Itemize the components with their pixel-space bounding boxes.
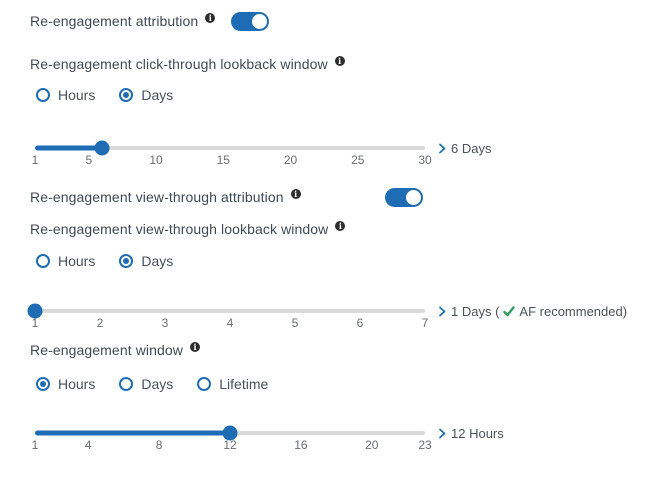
radio-circle-icon [36,88,50,102]
slider-handle[interactable] [222,425,238,441]
radio-hours[interactable]: Hours [36,87,95,103]
radio-label: Days [141,376,174,392]
view-through-recommended-text: AF recommended) [519,303,628,319]
toggle-knob-icon [252,13,268,29]
window-unit-radios: Hours Days Lifetime [36,375,268,393]
info-icon[interactable]: i [290,189,301,199]
slider-track[interactable] [35,309,425,313]
slider-tick-labels: 1 5 10 15 20 25 30 [31,153,432,169]
radio-label: Hours [58,87,96,103]
window-slider-row: 1 4 8 12 16 20 23 12 Hours [32,425,504,452]
slider-tick-label: 25 [351,153,365,167]
chevron-right-icon [437,428,447,439]
slider-tick-label: 6 [356,316,364,330]
radio-label: Days [141,87,174,103]
view-through-attribution-row: Re-engagement view-through attribution i [30,186,423,208]
radio-days[interactable]: Days [119,253,173,269]
click-through-value[interactable]: 6 Days [437,141,491,156]
slider-tick-label: 5 [85,153,93,167]
click-through-slider-row: 1 5 10 15 20 25 30 6 Days [32,140,491,167]
info-icon[interactable]: i [189,342,200,352]
slider-track[interactable] [35,146,425,150]
slider-tick-label: 10 [149,153,163,167]
view-through-slider-row: 1 2 3 4 5 6 7 1 Days ( AF recommended) [27,303,627,330]
view-through-lookback-row: Re-engagement view-through lookback wind… [30,219,346,239]
reengagement-attribution-title: Re-engagement attribution [30,13,199,29]
slider-tick-label: 4 [84,438,92,452]
reengagement-attribution-toggle[interactable] [231,11,270,31]
slider-tick-label: 4 [226,316,234,330]
radio-circle-icon [119,88,134,102]
slider-tick-labels: 1 2 3 4 5 6 7 [31,316,429,332]
info-icon[interactable]: i [205,13,216,23]
window-value[interactable]: 12 Hours [437,426,504,441]
radio-label: Lifetime [219,376,269,392]
slider-tick-labels: 1 4 8 12 16 20 23 [31,438,432,454]
radio-days[interactable]: Days [119,87,173,103]
slider-tick-label: 2 [96,316,104,330]
click-through-unit-radios: Hours Days [36,86,173,104]
click-through-value-text: 6 Days [451,140,492,156]
view-through-lookback-title: Re-engagement view-through lookback wind… [30,221,329,237]
radio-label: Hours [58,376,96,392]
slider-tick-label: 3 [161,316,169,330]
slider-tick-label: 8 [155,438,163,452]
radio-circle-icon [119,377,134,391]
slider-handle[interactable] [27,303,43,319]
toggle-knob-icon [405,189,421,205]
radio-lifetime[interactable]: Lifetime [197,376,268,392]
view-through-value[interactable]: 1 Days ( AF recommended) [437,304,627,319]
window-value-text: 12 Hours [451,425,504,441]
info-icon[interactable]: i [335,221,346,231]
radio-circle-icon [197,377,212,391]
slider-tick-label: 7 [421,316,429,330]
slider-tick-label: 15 [216,153,230,167]
slider-tick-label: 12 [223,438,237,452]
slider-fill [35,145,103,151]
click-through-lookback-row: Re-engagement click-through lookback win… [30,54,345,74]
reengagement-window-row: Re-engagement window i [30,339,200,361]
radio-hours[interactable]: Hours [36,376,95,392]
slider-tick-label: 23 [418,438,432,452]
radio-circle-icon [119,254,134,268]
info-icon[interactable]: i [334,56,345,66]
click-through-slider[interactable]: 1 5 10 15 20 25 30 [32,140,432,167]
slider-tick-label: 16 [294,438,308,452]
radio-circle-icon [36,254,50,268]
reengagement-window-title: Re-engagement window [30,342,183,358]
radio-circle-icon [36,377,50,391]
slider-fill [35,430,230,436]
view-through-attribution-title: Re-engagement view-through attribution [30,189,284,205]
slider-tick-label: 20 [283,153,298,167]
slider-tick-label: 20 [365,438,379,452]
view-through-value-text: 1 Days ( [451,303,500,319]
view-through-attribution-toggle[interactable] [384,187,423,207]
reengagement-attribution-row: Re-engagement attribution i [30,10,270,32]
slider-tick-label: 1 [31,153,39,167]
slider-tick-label: 1 [31,438,39,452]
slider-tick-label: 30 [418,153,432,167]
radio-label: Hours [58,253,96,269]
radio-label: Days [141,253,174,269]
check-icon [503,305,516,317]
radio-hours[interactable]: Hours [36,253,95,269]
click-through-lookback-title: Re-engagement click-through lookback win… [30,56,328,72]
chevron-right-icon [437,143,447,154]
slider-tick-label: 1 [31,316,39,330]
chevron-right-icon [437,306,447,317]
slider-tick-label: 5 [291,316,299,330]
radio-days[interactable]: Days [119,376,173,392]
view-through-slider[interactable]: 1 2 3 4 5 6 7 [27,303,428,330]
view-through-unit-radios: Hours Days [36,252,173,270]
slider-handle[interactable] [94,140,110,156]
window-slider[interactable]: 1 4 8 12 16 20 23 [32,425,432,452]
